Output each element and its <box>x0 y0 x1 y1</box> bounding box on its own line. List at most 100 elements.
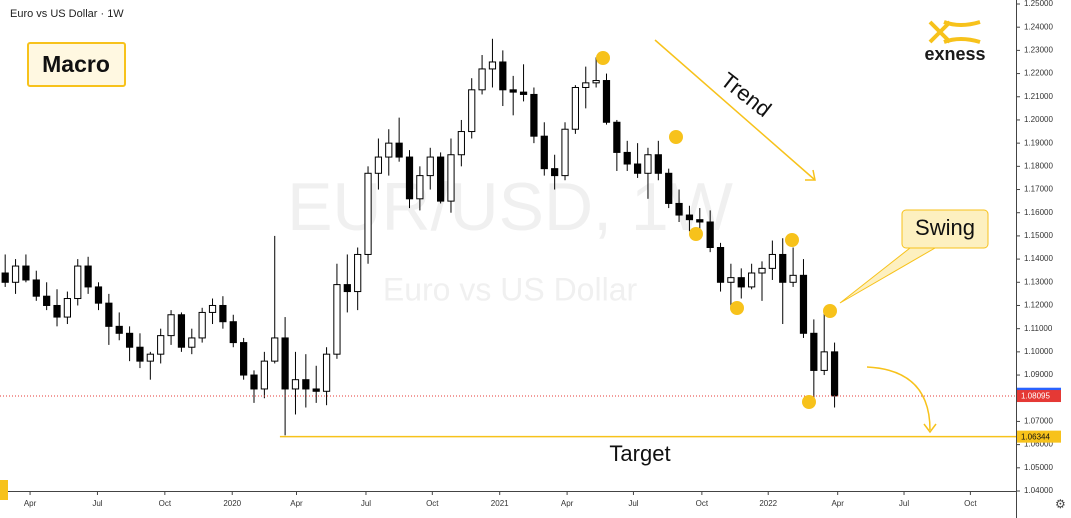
y-tick-label: 1.22000 <box>1024 69 1053 78</box>
x-tick-label: Oct <box>964 499 977 508</box>
candle-body <box>125 332 134 348</box>
y-tick-label: 1.11000 <box>1024 324 1053 333</box>
candle-body <box>675 202 683 216</box>
candle-body <box>633 163 642 174</box>
candle-body <box>789 274 797 283</box>
swing-dot <box>669 130 683 144</box>
candle-body <box>63 298 71 318</box>
y-tick-label: 1.07000 <box>1024 417 1053 426</box>
candle-body <box>115 325 123 334</box>
candle-body <box>644 154 652 174</box>
macro-label: Macro <box>42 51 110 77</box>
y-tick-label: 1.14000 <box>1024 254 1053 263</box>
swing-frame <box>901 209 989 249</box>
y-tick-label: 1.20000 <box>1024 115 1053 124</box>
candle-body <box>22 265 30 281</box>
candle-body <box>84 265 92 288</box>
candle-body <box>685 214 694 221</box>
candle-body <box>457 131 465 156</box>
swing-label: Swing <box>915 215 975 240</box>
candle-body <box>260 360 268 390</box>
candle-body <box>1 272 9 283</box>
swing-dot <box>730 301 744 315</box>
x-tick-label: Apr <box>561 499 574 508</box>
x-tick-label: Oct <box>159 499 172 508</box>
candle-body <box>94 286 103 304</box>
candle-body <box>302 379 310 390</box>
candle-body <box>291 379 300 390</box>
candle-body <box>737 277 745 288</box>
candle-body <box>571 86 579 130</box>
candle-body <box>727 277 735 283</box>
swing-dot <box>596 51 610 65</box>
y-tick-label: 1.06000 <box>1024 440 1053 449</box>
y-tick-label: 1.04000 <box>1024 486 1053 495</box>
candle-body <box>219 304 227 323</box>
candle-body <box>188 337 196 348</box>
y-tick-label: 1.15000 <box>1024 231 1053 240</box>
candle-body <box>437 156 445 202</box>
swing-callout: Swing <box>839 209 989 304</box>
candle-body <box>665 172 673 204</box>
swing-dot <box>823 304 837 318</box>
x-tick-label: 2021 <box>491 499 509 508</box>
candle-body <box>281 337 289 390</box>
settings-icon[interactable]: ⚙ <box>1055 497 1066 511</box>
price-label-box <box>1017 390 1061 403</box>
candle-body <box>322 353 331 392</box>
y-tick-label: 1.05000 <box>1024 463 1053 472</box>
candle-body <box>592 80 600 84</box>
candle-body <box>779 253 787 283</box>
x-tick-label: Oct <box>426 499 439 508</box>
plot-area <box>0 38 1016 438</box>
candle-body <box>488 61 497 70</box>
x-tick-label: 2020 <box>223 499 241 508</box>
y-tick-label: 1.16000 <box>1024 208 1053 217</box>
corner-marker <box>0 480 8 500</box>
swing-dot <box>689 227 703 241</box>
candle-body <box>758 267 766 274</box>
candle-body <box>250 374 258 390</box>
candle-body <box>146 353 154 362</box>
x-tick-label: Oct <box>696 499 709 508</box>
candle-body <box>768 253 776 269</box>
candle-body <box>312 388 320 392</box>
candle-body <box>177 314 186 348</box>
x-tick-label: 2022 <box>759 499 777 508</box>
trend-arrow <box>654 39 816 181</box>
candle-body <box>32 279 40 297</box>
candle-body <box>74 265 82 300</box>
y-tick-label: 1.25000 <box>1024 0 1053 8</box>
watermark: EUR/USD, 1W Euro vs US Dollar <box>287 169 733 307</box>
candle-body <box>499 61 507 91</box>
candle-body <box>551 168 559 177</box>
x-tick-label: Apr <box>24 499 37 508</box>
candle-body <box>333 284 341 355</box>
price-label: 1.06344 <box>1021 432 1050 441</box>
price-label-box <box>1017 430 1061 443</box>
candle-body <box>706 221 714 249</box>
swing-dot <box>802 395 816 409</box>
price-label: 1.08095 <box>1021 392 1050 401</box>
swing-dot <box>785 233 799 247</box>
candle-body <box>105 302 113 327</box>
candle-body <box>613 121 621 153</box>
candle-body <box>240 342 248 376</box>
candle-body <box>271 337 279 362</box>
candle-body <box>478 68 486 91</box>
candle-body <box>374 156 383 174</box>
candle-body <box>561 128 569 177</box>
target-arrowhead <box>923 423 937 434</box>
candle-body <box>229 321 237 344</box>
candle-body <box>810 332 818 371</box>
candle-body <box>716 247 725 283</box>
candle-body <box>364 172 372 255</box>
candle-body <box>43 295 51 306</box>
candle-body <box>136 346 144 362</box>
x-tick-label: Jul <box>628 499 638 508</box>
candle-body <box>426 156 434 177</box>
candle-body <box>157 335 165 355</box>
candle-body <box>830 351 839 397</box>
candle-body <box>395 142 403 158</box>
